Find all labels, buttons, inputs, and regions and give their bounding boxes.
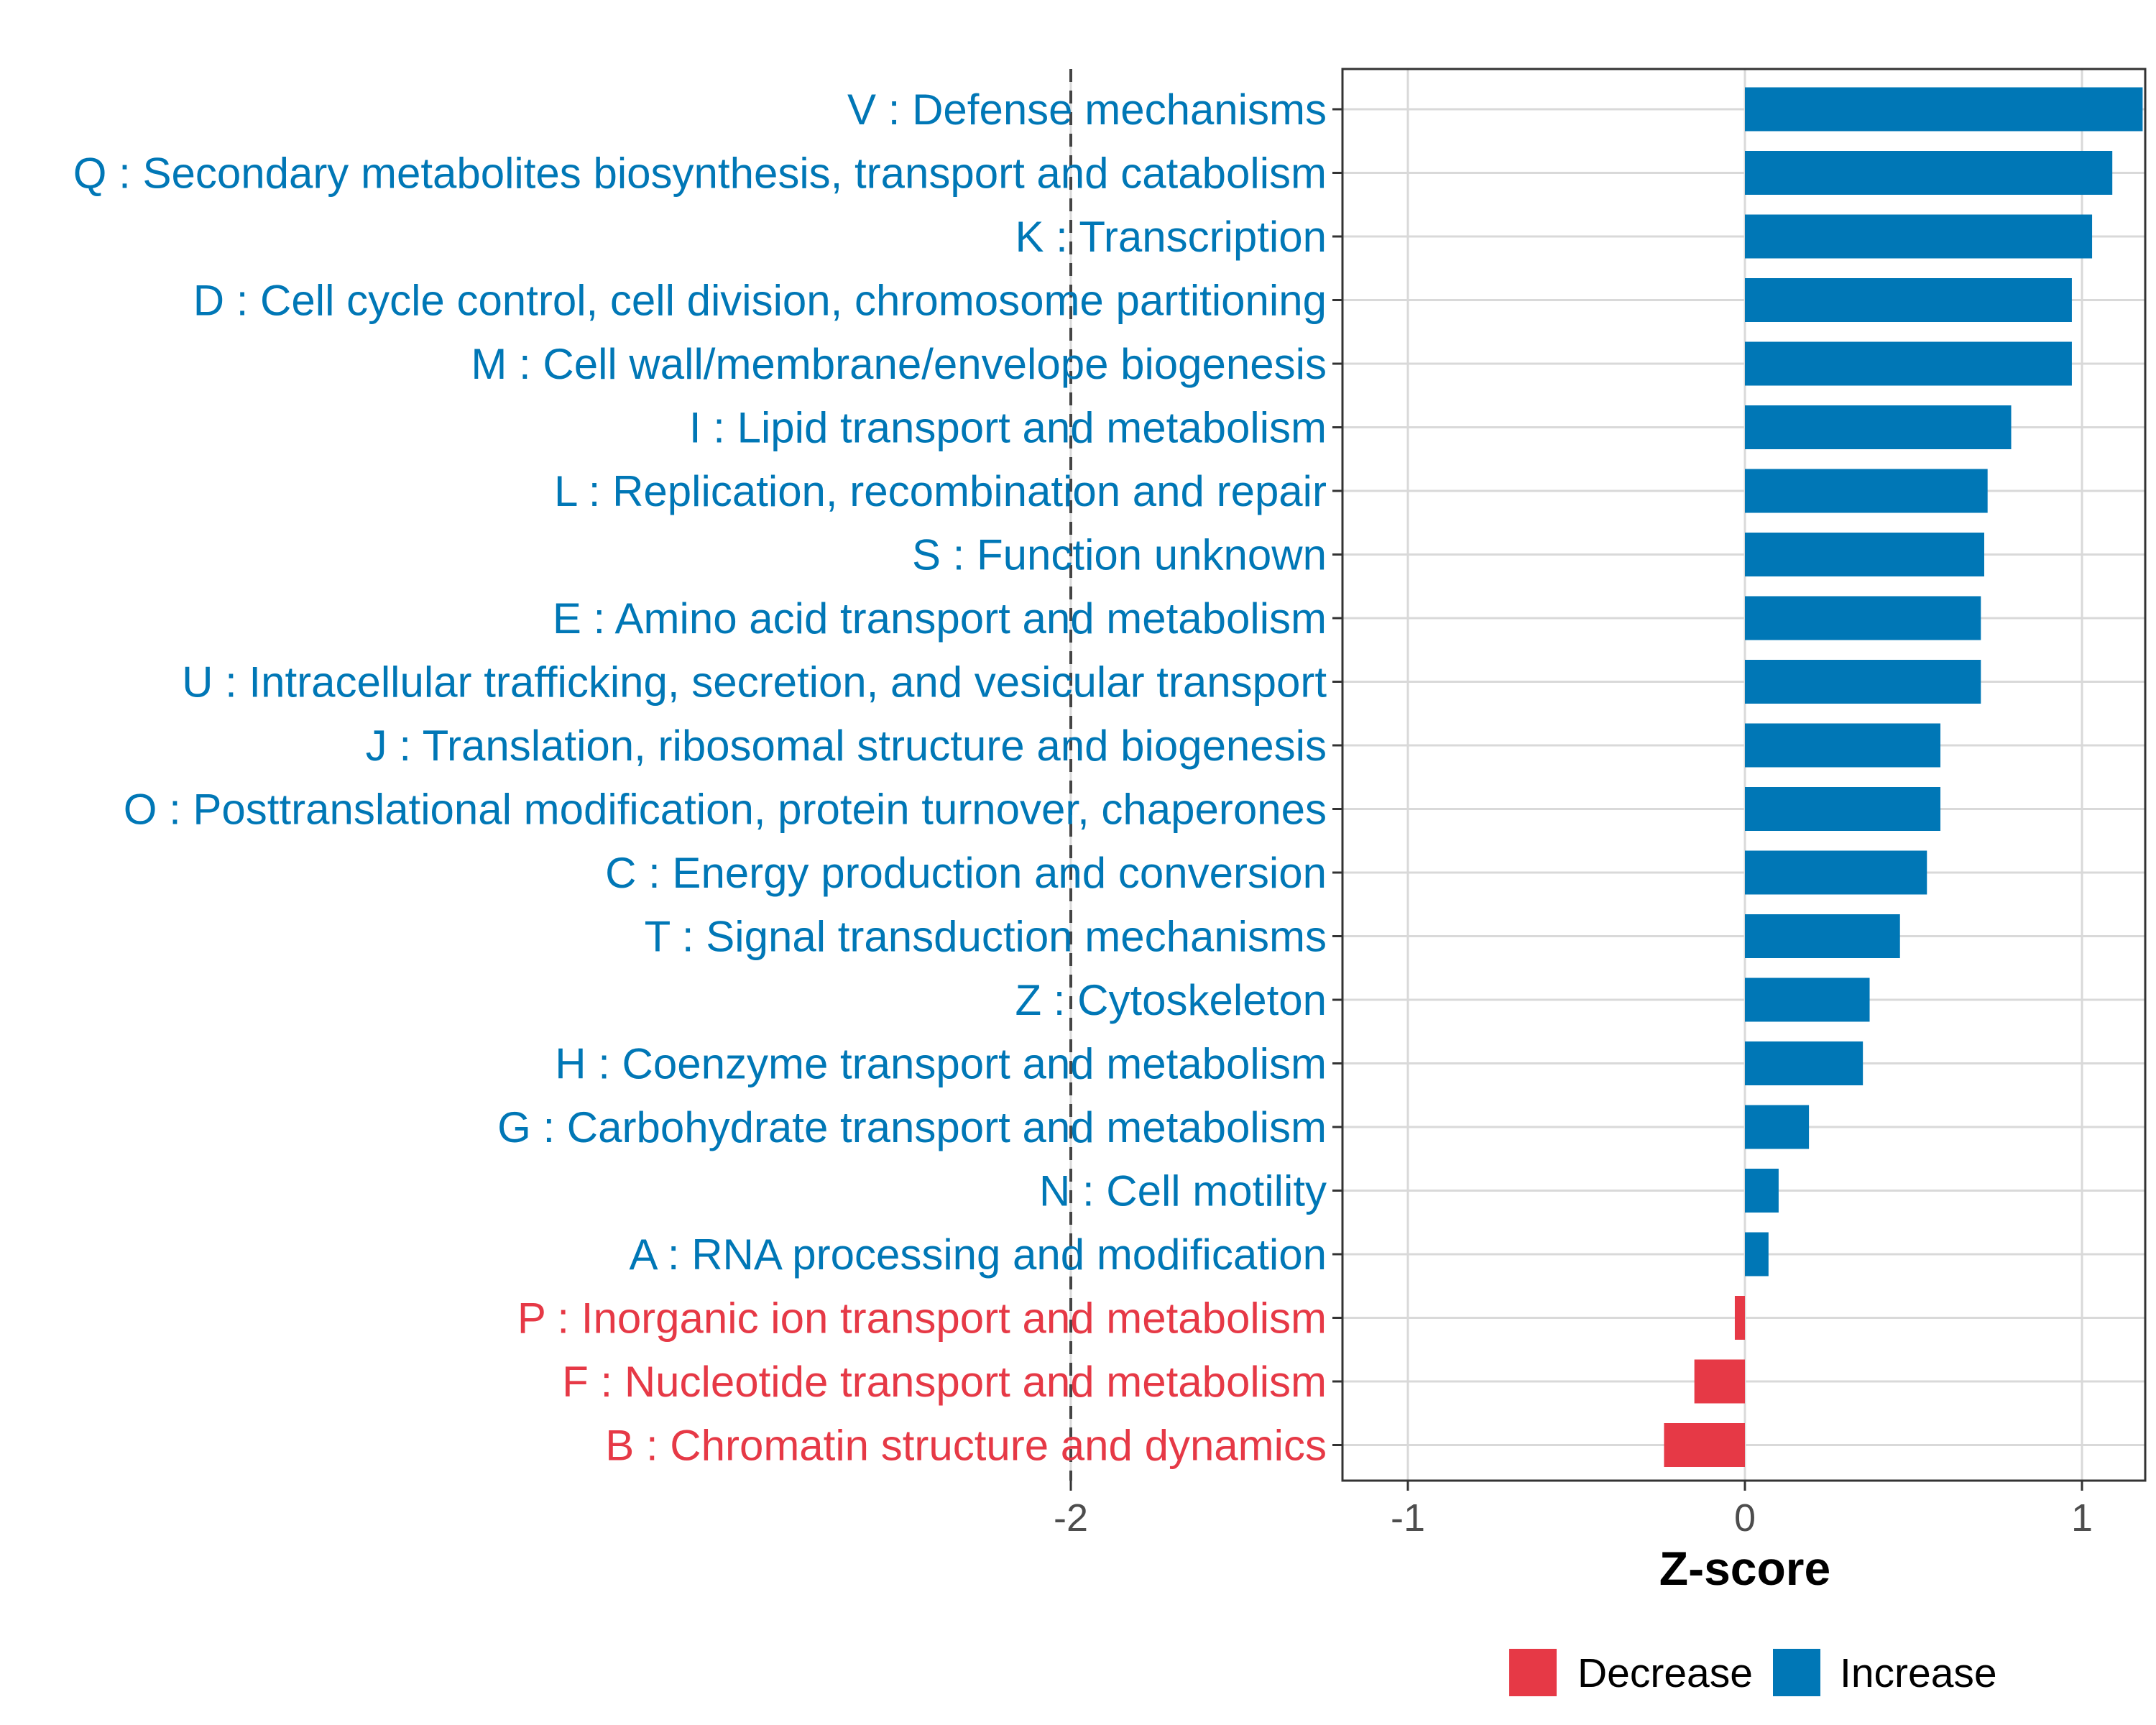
x-axis-title: Z-score <box>1659 1542 1830 1595</box>
category-label: U : Intracellular trafficking, secretion… <box>182 658 1327 707</box>
bar-increase <box>1745 1169 1779 1213</box>
category-label: M : Cell wall/membrane/envelope biogenes… <box>471 340 1327 388</box>
category-label: D : Cell cycle control, cell division, c… <box>193 277 1327 325</box>
category-label: J : Translation, ribosomal structure and… <box>366 722 1327 770</box>
category-label: K : Transcription <box>1015 213 1327 261</box>
category-label: H : Coenzyme transport and metabolism <box>555 1040 1327 1088</box>
category-label: G : Carbohydrate transport and metabolis… <box>497 1103 1327 1151</box>
category-label: O : Posttranslational modification, prot… <box>124 786 1327 834</box>
bar-increase <box>1745 278 2072 322</box>
category-label: Q : Secondary metabolites biosynthesis, … <box>73 150 1327 198</box>
bar-increase <box>1745 978 1870 1022</box>
bar-increase <box>1745 214 2093 259</box>
bar-increase <box>1745 723 1941 768</box>
bar-increase <box>1745 1105 1810 1149</box>
category-label: I : Lipid transport and metabolism <box>689 404 1327 452</box>
category-label: V : Defense mechanisms <box>847 86 1327 134</box>
category-label: T : Signal transduction mechanisms <box>645 913 1327 961</box>
category-label: C : Energy production and conversion <box>605 849 1327 897</box>
category-label: N : Cell motility <box>1039 1167 1327 1215</box>
y-axis-ticks <box>1332 108 1342 1446</box>
bar-increase <box>1745 660 1981 704</box>
bar-increase <box>1745 341 2072 386</box>
y-axis-category-labels: V : Defense mechanisms Q : Secondary meta… <box>73 86 1327 1470</box>
bar-increase <box>1745 405 2012 449</box>
category-label: S : Function unknown <box>912 531 1327 579</box>
bar-decrease <box>1694 1359 1745 1404</box>
reference-lines <box>1069 69 1072 1481</box>
category-label: Z : Cytoskeleton <box>1015 976 1327 1024</box>
category-label: P : Inorganic ion transport and metaboli… <box>517 1294 1327 1343</box>
legend-swatch-increase <box>1773 1649 1820 1696</box>
bar-increase <box>1745 151 2113 195</box>
bar-decrease <box>1734 1296 1745 1340</box>
bar-increase <box>1745 533 1984 576</box>
bar-increase <box>1745 787 1941 831</box>
legend: Decrease Increase <box>1509 1649 1997 1696</box>
category-label: B : Chromatin structure and dynamics <box>605 1422 1327 1470</box>
legend-label-decrease: Decrease <box>1577 1650 1753 1696</box>
x-tick-label: -2 <box>1054 1496 1088 1540</box>
bar-increase <box>1745 596 1981 640</box>
x-tick-label: -1 <box>1391 1496 1425 1540</box>
legend-swatch-decrease <box>1509 1649 1557 1696</box>
bar-increase <box>1745 469 1988 513</box>
x-tick-label: 0 <box>1734 1496 1756 1540</box>
legend-label-increase: Increase <box>1840 1650 1997 1696</box>
bar-increase <box>1745 914 1900 958</box>
category-label: F : Nucleotide transport and metabolism <box>562 1358 1327 1406</box>
bar-decrease <box>1664 1423 1745 1467</box>
category-label: E : Amino acid transport and metabolism <box>553 594 1327 643</box>
category-label: L : Replication, recombination and repai… <box>554 467 1327 515</box>
category-label: A : RNA processing and modification <box>629 1230 1327 1279</box>
x-axis-ticks: -2-1012 <box>1054 1481 2093 1540</box>
bar-increase <box>1745 850 1927 895</box>
bar-increase <box>1745 1041 1864 1085</box>
bar-increase <box>1745 87 2143 132</box>
bars <box>1664 87 2143 1467</box>
x-tick-label: 1 <box>2071 1496 2093 1540</box>
bar-increase <box>1745 1232 1769 1276</box>
